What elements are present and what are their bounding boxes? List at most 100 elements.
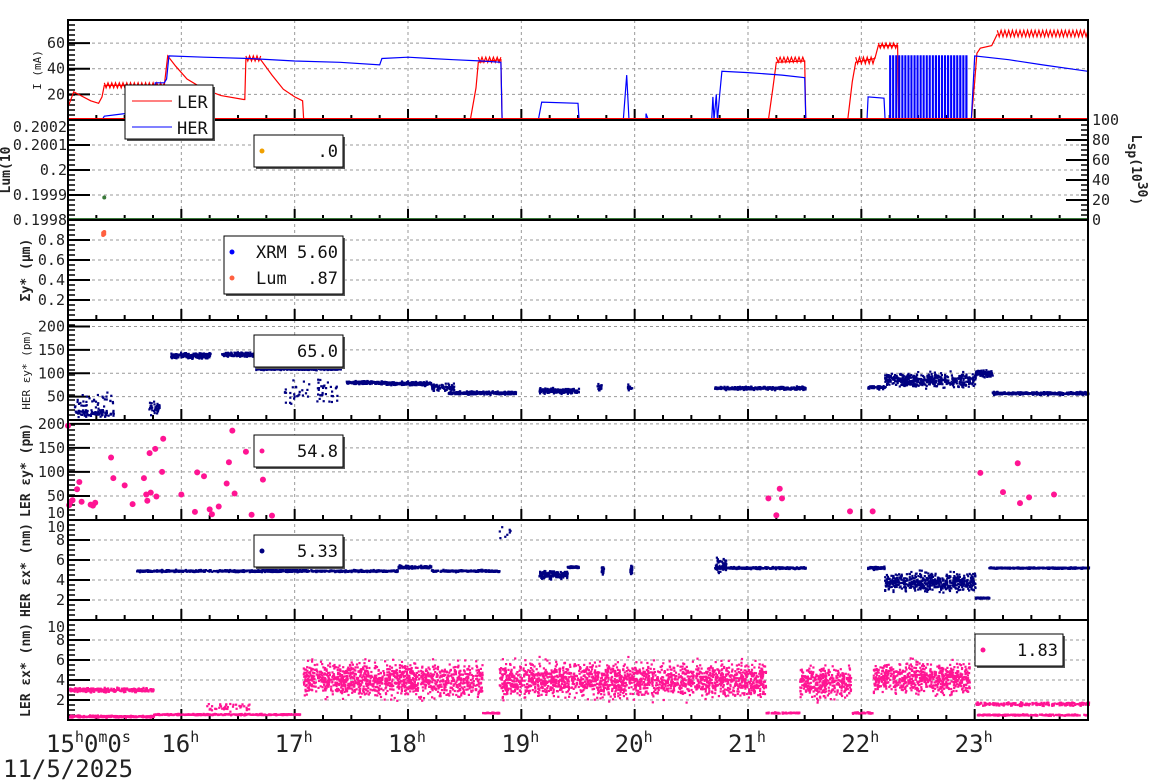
- data-point: [783, 386, 786, 389]
- data-point: [847, 508, 853, 515]
- data-point: [950, 382, 953, 385]
- data-point: [279, 368, 282, 371]
- data-point: [599, 385, 602, 388]
- data-point: [82, 404, 85, 407]
- data-point: [455, 570, 458, 573]
- data-point: [914, 385, 918, 388]
- data-point: [510, 393, 513, 396]
- data-point: [149, 569, 152, 572]
- data-point: [896, 380, 899, 383]
- data-point: [929, 370, 932, 373]
- data-point: [180, 354, 183, 357]
- data-point: [981, 375, 984, 378]
- data-point: [755, 387, 758, 390]
- data-point: [982, 369, 985, 372]
- data-point: [358, 381, 361, 384]
- data-point: [395, 570, 398, 574]
- data-point: [937, 383, 940, 386]
- data-point: [320, 385, 323, 388]
- data-point: [720, 386, 723, 389]
- data-point: [222, 569, 225, 572]
- data-point: [202, 570, 205, 573]
- data-point: [249, 570, 252, 573]
- data-point: [421, 567, 424, 570]
- data-point: [1005, 392, 1008, 395]
- y-tick-label: 50: [47, 388, 65, 406]
- data-point: [943, 386, 946, 389]
- data-point: [76, 479, 83, 486]
- data-point: [246, 351, 250, 354]
- y-axis-label: LER εy* (pm): [19, 423, 34, 517]
- data-point: [912, 381, 915, 384]
- data-point: [450, 388, 453, 392]
- data-point: [988, 373, 992, 376]
- data-point: [316, 387, 319, 390]
- data-point: [91, 400, 94, 403]
- data-point: [365, 382, 368, 385]
- data-point: [968, 379, 971, 382]
- data-point: [408, 382, 411, 385]
- data-point: [242, 448, 249, 455]
- data-point: [889, 380, 892, 383]
- data-point: [1044, 391, 1047, 395]
- data-point: [966, 380, 970, 383]
- data-point: [334, 387, 337, 390]
- data-point: [470, 392, 473, 395]
- data-point: [160, 571, 164, 574]
- data-point: [420, 382, 423, 385]
- data-point: [962, 381, 965, 384]
- data-point: [927, 377, 930, 380]
- data-point: [330, 394, 333, 398]
- data-point: [366, 571, 369, 574]
- data-point: [293, 395, 296, 398]
- y-tick-label: 150: [38, 341, 65, 359]
- data-point: [945, 382, 948, 386]
- data-point: [990, 370, 993, 373]
- data-point: [153, 412, 156, 415]
- data-point: [923, 383, 926, 386]
- data-point: [145, 569, 148, 573]
- data-point: [374, 382, 377, 385]
- data-point: [922, 381, 925, 384]
- data-point: [796, 387, 800, 390]
- data-point: [82, 411, 85, 414]
- data-point: [101, 395, 104, 398]
- data-point: [407, 380, 410, 383]
- data-point: [562, 391, 566, 394]
- data-point: [159, 468, 166, 475]
- data-point: [722, 387, 725, 390]
- data-point: [283, 391, 287, 394]
- data-point: [288, 368, 291, 371]
- data-point: [400, 566, 403, 569]
- data-point: [918, 377, 921, 381]
- data-point: [155, 409, 158, 412]
- data-point: [354, 570, 357, 573]
- data-point: [951, 376, 954, 379]
- data-point: [898, 385, 901, 388]
- data-point: [1053, 392, 1056, 395]
- data-point: [93, 413, 96, 416]
- data-point: [336, 399, 339, 402]
- data-point: [325, 569, 328, 573]
- data-point: [438, 387, 441, 390]
- data-point: [795, 385, 798, 388]
- data-point: [952, 384, 955, 387]
- data-point: [552, 386, 555, 389]
- data-point: [878, 385, 881, 388]
- data-point: [538, 388, 541, 391]
- data-point: [507, 391, 510, 394]
- data-point: [265, 568, 268, 571]
- data-point: [338, 570, 341, 574]
- data-point: [803, 388, 806, 391]
- data-point: [326, 368, 329, 371]
- data-point: [200, 357, 204, 360]
- series-line-LER-sawtooth: [996, 28, 1089, 39]
- y-axis-label: Σy* (μm): [19, 239, 34, 302]
- data-point: [191, 354, 194, 357]
- data-point: [490, 570, 493, 573]
- data-point: [1080, 391, 1083, 394]
- data-point: [90, 409, 93, 412]
- data-point: [496, 390, 499, 393]
- data-point: [984, 372, 987, 375]
- data-point: [74, 486, 81, 493]
